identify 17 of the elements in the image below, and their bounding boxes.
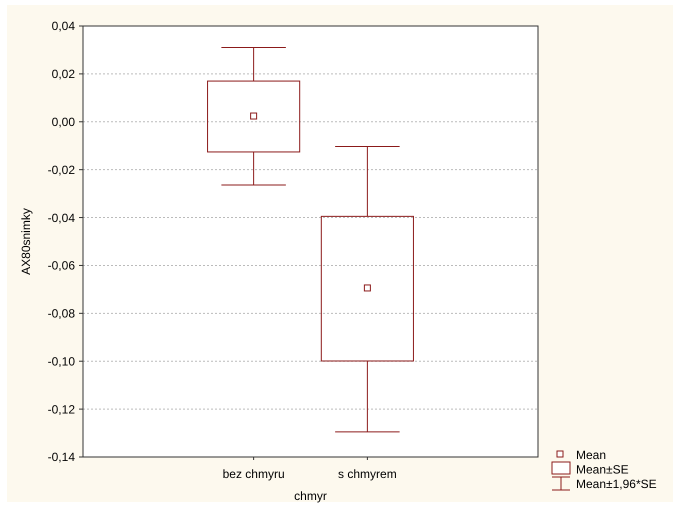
y-tick-label: -0,04 [48,210,76,225]
x-tick-label: s chmyrem [338,467,397,481]
y-tick-label: 0,02 [52,67,76,82]
y-tick-label: -0,06 [48,258,76,273]
y-tick-label: 0,00 [52,114,76,129]
text: Mean±SE [576,462,629,477]
y-tick-label: -0,08 [48,306,76,321]
y-tick-label: 0,04 [52,19,76,34]
y-tick-label: -0,14 [48,450,76,464]
y-tick-label: -0,02 [48,162,76,177]
y-axis-title: AX80snimky [19,208,33,275]
y-tick-label: -0,12 [48,402,76,416]
text: Mean [576,448,606,462]
x-tick-label: bez chmyru [222,467,285,481]
x-axis-title: chmyr [294,489,327,503]
y-tick-label: -0,10 [48,354,76,368]
text: Mean±1,96*SE [576,477,657,492]
